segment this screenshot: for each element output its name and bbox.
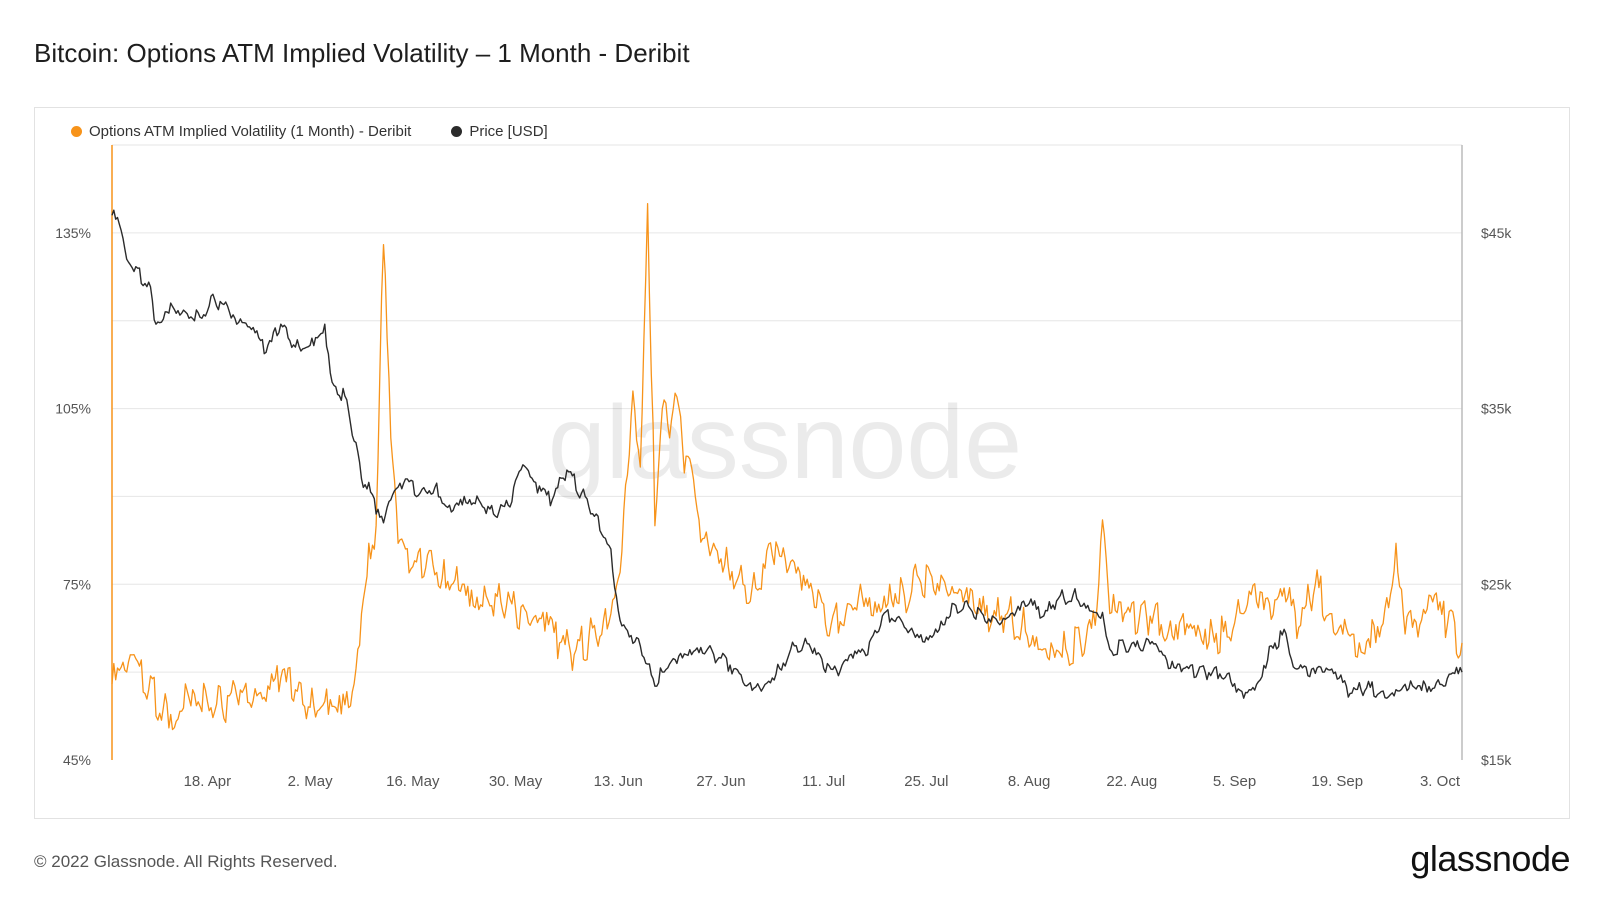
y-tick-label-right: $35k [1481, 401, 1512, 417]
x-tick-label: 8. Aug [1008, 773, 1051, 790]
series-line-price [111, 209, 1463, 699]
x-tick-label: 13. Jun [594, 773, 643, 790]
legend-item-price[interactable]: Price [USD] [451, 123, 548, 140]
x-tick-label: 25. Jul [904, 773, 948, 790]
x-tick-label: 19. Sep [1311, 773, 1363, 790]
legend-dot-volatility [71, 126, 82, 137]
x-tick-label: 11. Jul [802, 773, 845, 790]
legend-dot-price [451, 126, 463, 137]
y-tick-label-right: $15k [1481, 752, 1512, 768]
page-title: Bitcoin: Options ATM Implied Volatility … [34, 38, 690, 68]
x-tick-label: 30. May [489, 773, 543, 790]
y-tick-label-left: 105% [55, 401, 91, 417]
legend-label-price: Price [USD] [469, 123, 548, 140]
x-tick-label: 22. Aug [1106, 773, 1157, 790]
x-tick-label: 5. Sep [1213, 773, 1256, 790]
series-line-volatility [111, 202, 1463, 731]
footer-copyright: © 2022 Glassnode. All Rights Reserved. [34, 852, 338, 871]
x-tick-label: 18. Apr [184, 773, 232, 790]
legend-item-volatility[interactable]: Options ATM Implied Volatility (1 Month)… [71, 123, 411, 140]
chart-legend: Options ATM Implied Volatility (1 Month)… [71, 123, 548, 140]
x-tick-label: 2. May [288, 773, 334, 790]
brand-logo: glassnode [1410, 838, 1570, 879]
legend-label-volatility: Options ATM Implied Volatility (1 Month)… [89, 123, 412, 140]
chart-watermark: glassnode [548, 385, 1022, 501]
x-tick-label: 16. May [386, 773, 440, 790]
x-tick-label: 27. Jun [696, 773, 745, 790]
chart-frame [34, 107, 1570, 819]
x-tick-label: 3. Oct [1420, 773, 1461, 790]
y-tick-label-left: 135% [55, 225, 91, 241]
y-tick-label-right: $45k [1481, 225, 1512, 241]
y-tick-label-left: 75% [63, 576, 91, 592]
y-tick-label-left: 45% [63, 752, 91, 768]
y-tick-label-right: $25k [1481, 576, 1512, 592]
